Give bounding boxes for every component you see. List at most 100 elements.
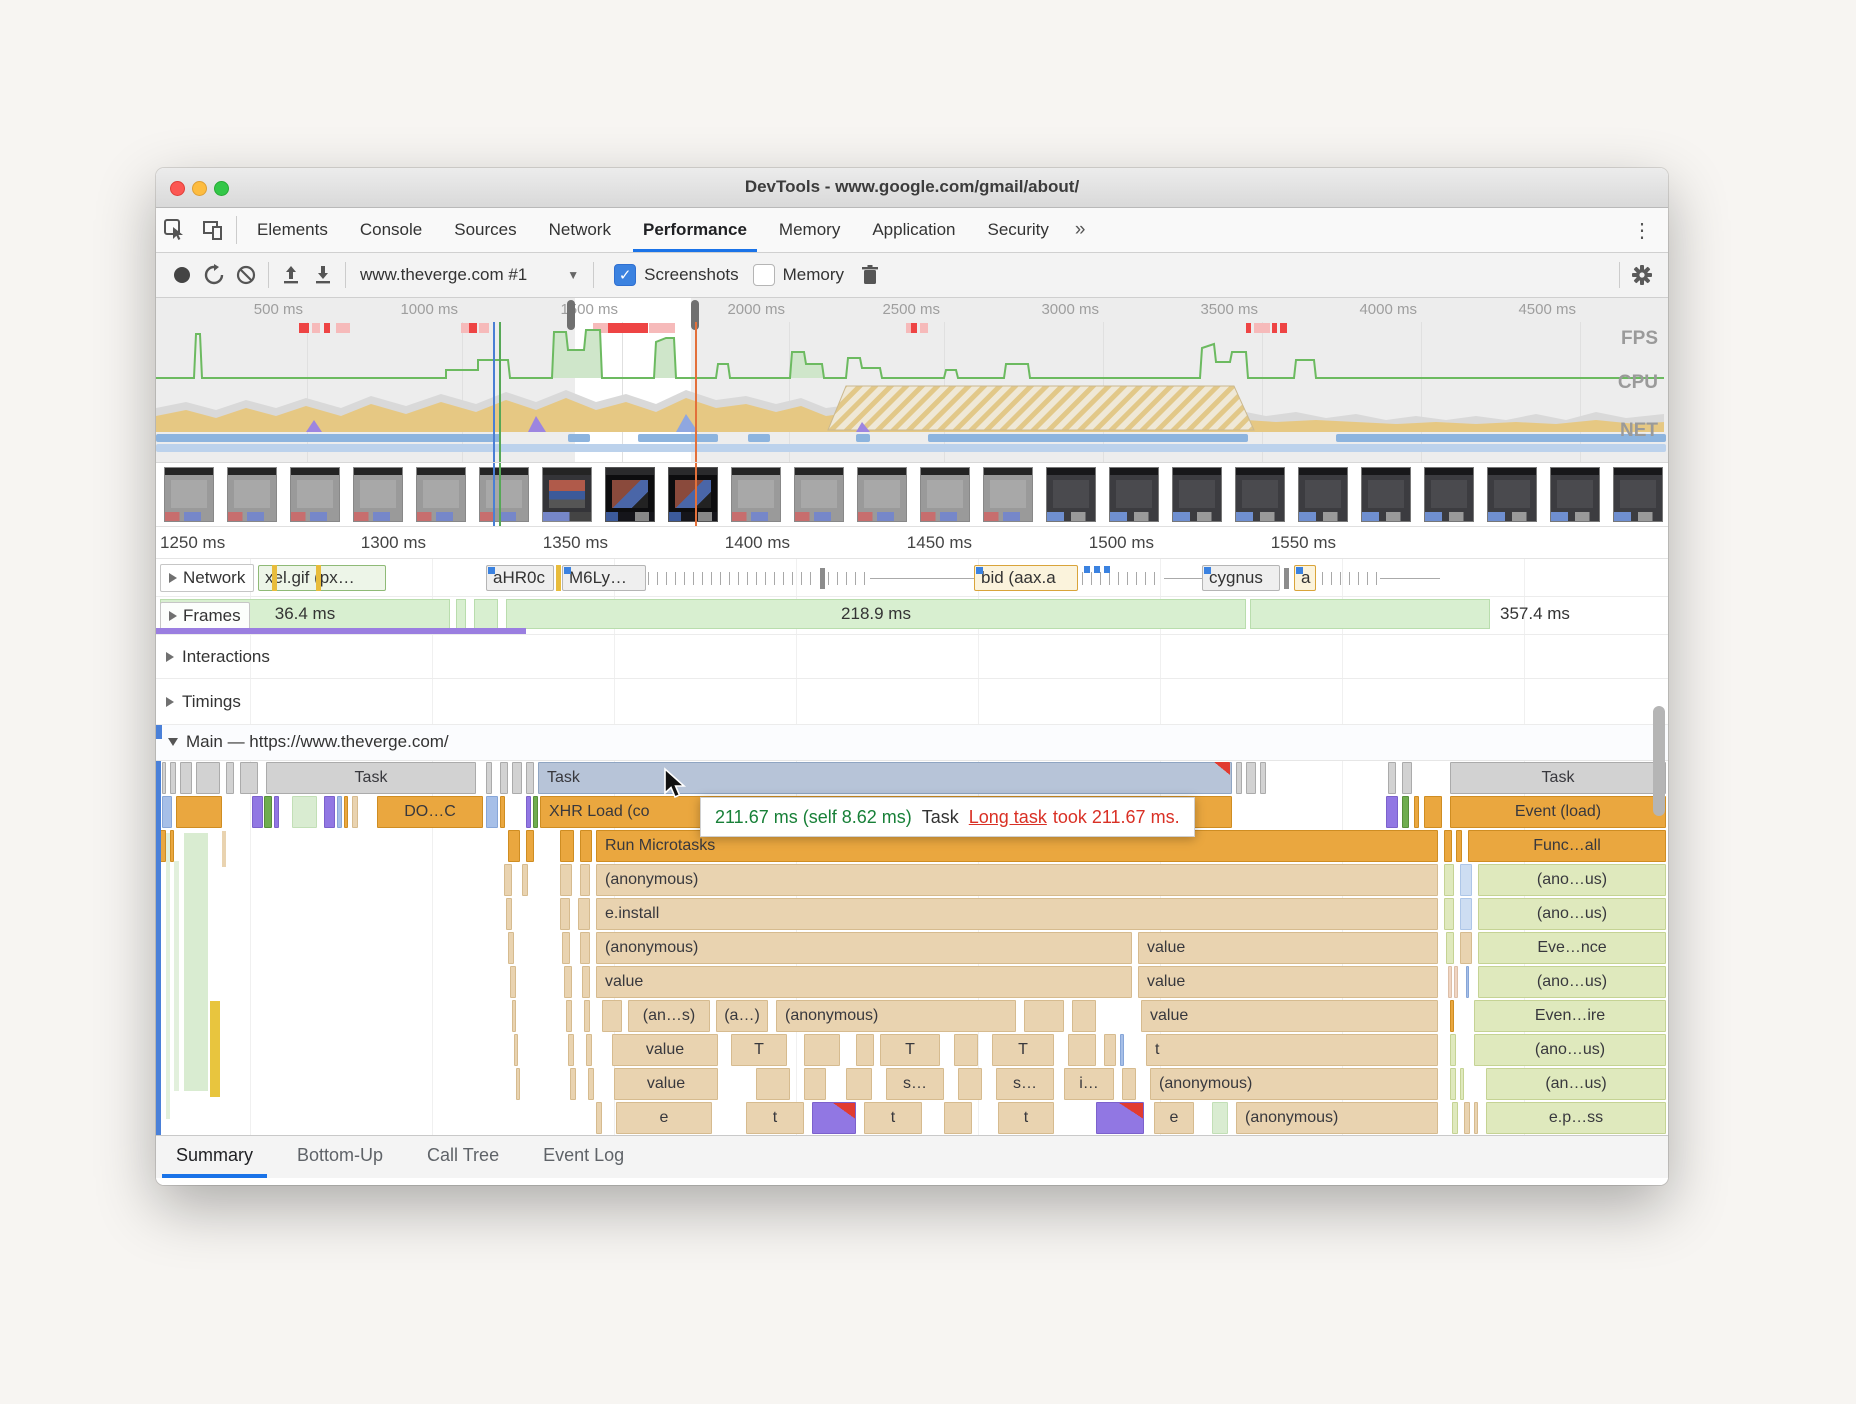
screenshot-thumbnail[interactable] (1172, 467, 1222, 522)
flame-segment[interactable] (170, 830, 174, 862)
screenshot-thumbnail[interactable] (1046, 467, 1096, 522)
screenshot-thumbnail[interactable] (1235, 467, 1285, 522)
flame-segment[interactable] (560, 898, 570, 930)
flame-segment[interactable] (162, 762, 166, 794)
flame-segment[interactable] (526, 796, 531, 828)
flame-segment[interactable]: i… (1064, 1068, 1114, 1100)
flame-segment[interactable] (526, 762, 534, 794)
tab-performance[interactable]: Performance (627, 208, 763, 252)
flame-segment[interactable]: t (1146, 1034, 1438, 1066)
tab-memory[interactable]: Memory (778, 220, 841, 239)
flame-segment[interactable]: Eve…nce (1478, 932, 1666, 964)
flame-segment[interactable] (500, 762, 508, 794)
flame-segment[interactable] (812, 1102, 856, 1134)
flame-segment[interactable]: value (1138, 932, 1438, 964)
flame-segment[interactable] (1096, 1102, 1144, 1134)
flame-segment[interactable] (1446, 932, 1454, 964)
screenshot-thumbnail[interactable] (605, 467, 655, 522)
flame-segment[interactable]: value (596, 966, 1132, 998)
flame-segment[interactable] (196, 762, 220, 794)
flame-segment[interactable] (508, 830, 520, 862)
flame-segment[interactable]: (anonymous) (1236, 1102, 1438, 1134)
more-tabs-chevron[interactable]: » (1074, 219, 1086, 240)
flame-segment[interactable]: Even…ire (1474, 1000, 1666, 1032)
save-profile-button[interactable] (307, 259, 339, 291)
network-request-pill[interactable]: aHR0c (486, 565, 554, 591)
screenshot-thumbnail[interactable] (794, 467, 844, 522)
flame-segment[interactable] (944, 1102, 972, 1134)
screenshots-checkbox[interactable]: ✓ Screenshots (614, 264, 739, 286)
memory-checkbox[interactable]: Memory (752, 264, 844, 286)
flame-segment[interactable] (1460, 898, 1472, 930)
flame-segment[interactable]: (ano…us) (1474, 1034, 1666, 1066)
flame-segment[interactable] (584, 1000, 590, 1032)
devtools-menu-icon[interactable]: ⋮ (1632, 219, 1652, 242)
network-request-pill[interactable]: a (1294, 565, 1316, 591)
profile-select[interactable]: www.theverge.com #1 ▼ (352, 265, 587, 285)
frames-track-header[interactable]: Frames (160, 602, 250, 630)
flame-segment[interactable] (954, 1034, 978, 1066)
flame-segment[interactable] (1466, 966, 1469, 998)
tab-security[interactable]: Security (987, 220, 1049, 239)
screenshot-thumbnail[interactable] (164, 467, 214, 522)
flame-segment[interactable] (568, 1034, 574, 1066)
flame-segment[interactable] (582, 966, 590, 998)
garbage-collect-button[interactable] (854, 259, 886, 291)
flame-segment[interactable]: T (880, 1034, 940, 1066)
flame-segment[interactable] (1444, 864, 1454, 896)
screenshot-thumbnail[interactable] (353, 467, 403, 522)
network-request-pill[interactable]: M6Ly… (562, 565, 646, 591)
flame-segment[interactable] (506, 898, 512, 930)
screenshot-thumbnail[interactable] (290, 467, 340, 522)
flame-segment[interactable]: (ano…us) (1478, 966, 1666, 998)
bottom-tab-event-log[interactable]: Event Log (543, 1144, 625, 1165)
flame-segment[interactable] (274, 796, 279, 828)
flame-segment[interactable] (560, 830, 574, 862)
flame-segment[interactable] (566, 1000, 572, 1032)
record-button[interactable] (166, 259, 198, 291)
flame-segment[interactable] (324, 796, 335, 828)
flame-segment[interactable] (500, 796, 505, 828)
interactions-track-header[interactable]: Interactions (166, 647, 270, 667)
flame-segment[interactable] (1246, 762, 1256, 794)
flame-segment[interactable] (1068, 1034, 1096, 1066)
flame-segment[interactable]: (ano…us) (1478, 864, 1666, 896)
flame-segment[interactable]: T (992, 1034, 1054, 1066)
flame-segment[interactable] (1460, 932, 1472, 964)
flame-segment[interactable] (578, 898, 590, 930)
flame-segment[interactable]: (anonymous) (776, 1000, 1016, 1032)
flame-segment[interactable] (562, 932, 570, 964)
flame-segment[interactable] (1024, 1000, 1064, 1032)
screenshot-thumbnail[interactable] (1424, 467, 1474, 522)
flame-segment[interactable] (1214, 762, 1230, 775)
flame-segment[interactable] (1072, 1000, 1096, 1032)
flame-segment[interactable] (580, 932, 590, 964)
flame-segment[interactable]: Task (538, 762, 1232, 794)
flame-segment[interactable] (1452, 1102, 1458, 1134)
screenshot-thumbnail[interactable] (668, 467, 718, 522)
flame-segment[interactable] (580, 864, 590, 896)
bottom-tab-call-tree[interactable]: Call Tree (427, 1144, 500, 1165)
flame-segment[interactable] (180, 762, 192, 794)
flame-segment[interactable] (1444, 898, 1454, 930)
screenshot-thumbnail[interactable] (983, 467, 1033, 522)
network-request-pill[interactable]: cygnus (1202, 565, 1280, 591)
flame-segment[interactable] (1402, 762, 1412, 794)
maximize-window-button[interactable] (214, 181, 229, 196)
flame-segment[interactable] (580, 830, 592, 862)
flame-segment[interactable]: (ano…us) (1478, 898, 1666, 930)
flame-segment[interactable]: Task (1450, 762, 1666, 794)
flame-segment[interactable] (337, 796, 342, 828)
network-request-pill[interactable]: xel.gif (px… (258, 565, 386, 591)
tab-sources[interactable]: Sources (454, 220, 517, 239)
flame-segment[interactable]: (a…) (716, 1000, 768, 1032)
flame-segment[interactable]: s… (886, 1068, 944, 1100)
flame-segment[interactable] (804, 1034, 840, 1066)
flame-segment[interactable]: e.p…ss (1486, 1102, 1666, 1134)
screenshot-thumbnail[interactable] (542, 467, 592, 522)
flame-segment[interactable] (510, 966, 516, 998)
flame-segment[interactable] (514, 1034, 518, 1066)
flame-segment[interactable] (958, 1068, 982, 1100)
flame-segment[interactable] (240, 762, 258, 794)
screenshot-thumbnail[interactable] (731, 467, 781, 522)
